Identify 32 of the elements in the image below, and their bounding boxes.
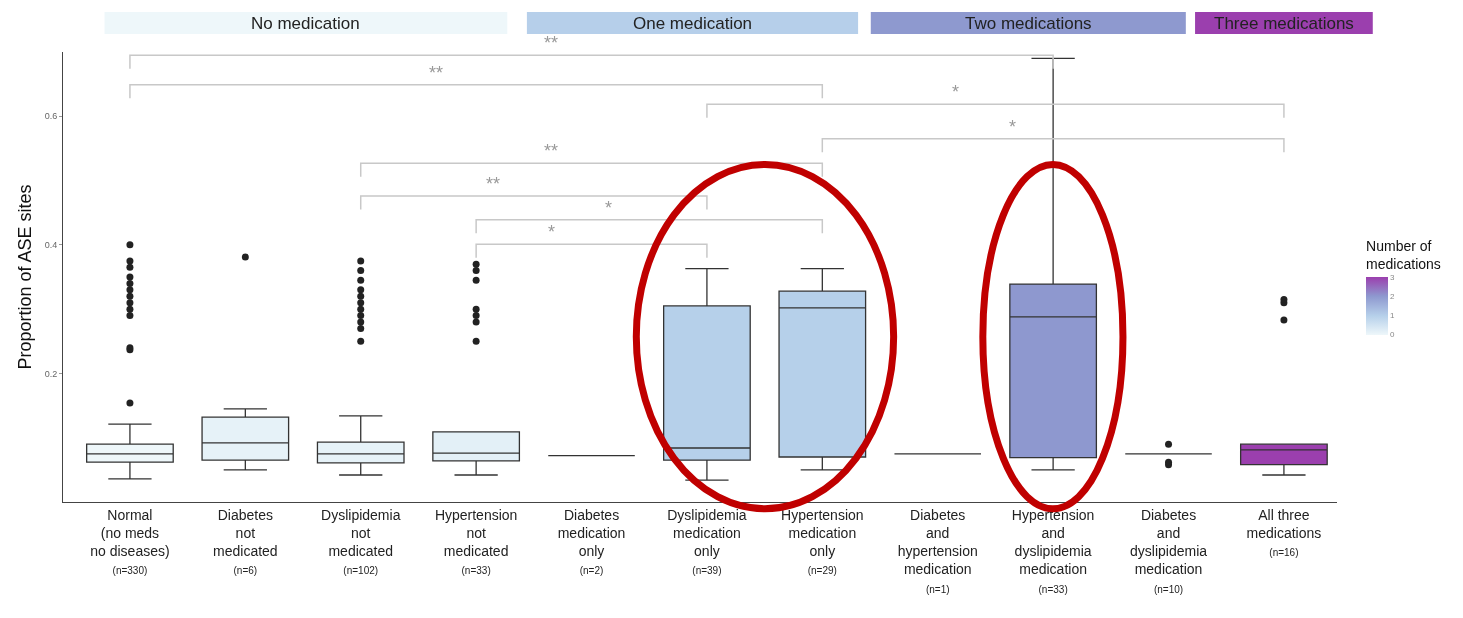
- annotation: **: [544, 33, 559, 53]
- text: No medication: [251, 14, 360, 33]
- color-bar-label: 1: [1390, 311, 1396, 321]
- x-tick-label: All three medications (n=16): [1246, 506, 1322, 559]
- x-tick-label: Diabetes not medicated (n=6): [213, 506, 278, 577]
- x-tick-label: Normal (no meds no diseases) (n=330): [90, 506, 170, 577]
- y-tick-label: 0.4: [44, 240, 58, 251]
- x-tick-label: Hypertension medication only (n=29): [781, 506, 864, 577]
- annotation: *: [605, 198, 613, 218]
- text: Two medications: [965, 14, 1092, 33]
- color-bar-title: Number of medications: [1366, 238, 1441, 273]
- x-tick-label: Dyslipidemia not medicated (n=102): [321, 506, 401, 577]
- annotation: *: [1009, 117, 1017, 137]
- y-axis-title: Proportion of ASE sites: [14, 184, 35, 370]
- x-tick-label: Hypertension and dyslipidemia medication (n=33): [1011, 506, 1095, 595]
- color-bar-label: 3: [1390, 272, 1396, 282]
- x-tick-label: Hypertension not medicated (n=33): [434, 506, 518, 577]
- text: One medication: [633, 14, 753, 33]
- x-tick-label: Dyslipidemia medication only (n=39): [667, 506, 747, 577]
- annotation: *: [952, 82, 960, 102]
- y-tick-label: 0.2: [44, 368, 58, 379]
- annotation: *: [548, 222, 556, 242]
- x-tick-label: Diabetes and hypertension medication (n=1): [897, 506, 978, 595]
- x-tick-label: Diabetes and dyslipidemia medication (n=10): [1130, 506, 1208, 595]
- annotation: **: [429, 63, 444, 83]
- annotation: **: [486, 174, 501, 194]
- color-bar-label: 0: [1390, 330, 1396, 340]
- text: Three medications: [1214, 14, 1354, 33]
- annotation: **: [544, 141, 559, 161]
- y-tick-label: 0.6: [44, 111, 58, 122]
- x-tick-label: Diabetes medication only (n=2): [557, 506, 626, 577]
- color-bar-label: 2: [1390, 291, 1396, 301]
